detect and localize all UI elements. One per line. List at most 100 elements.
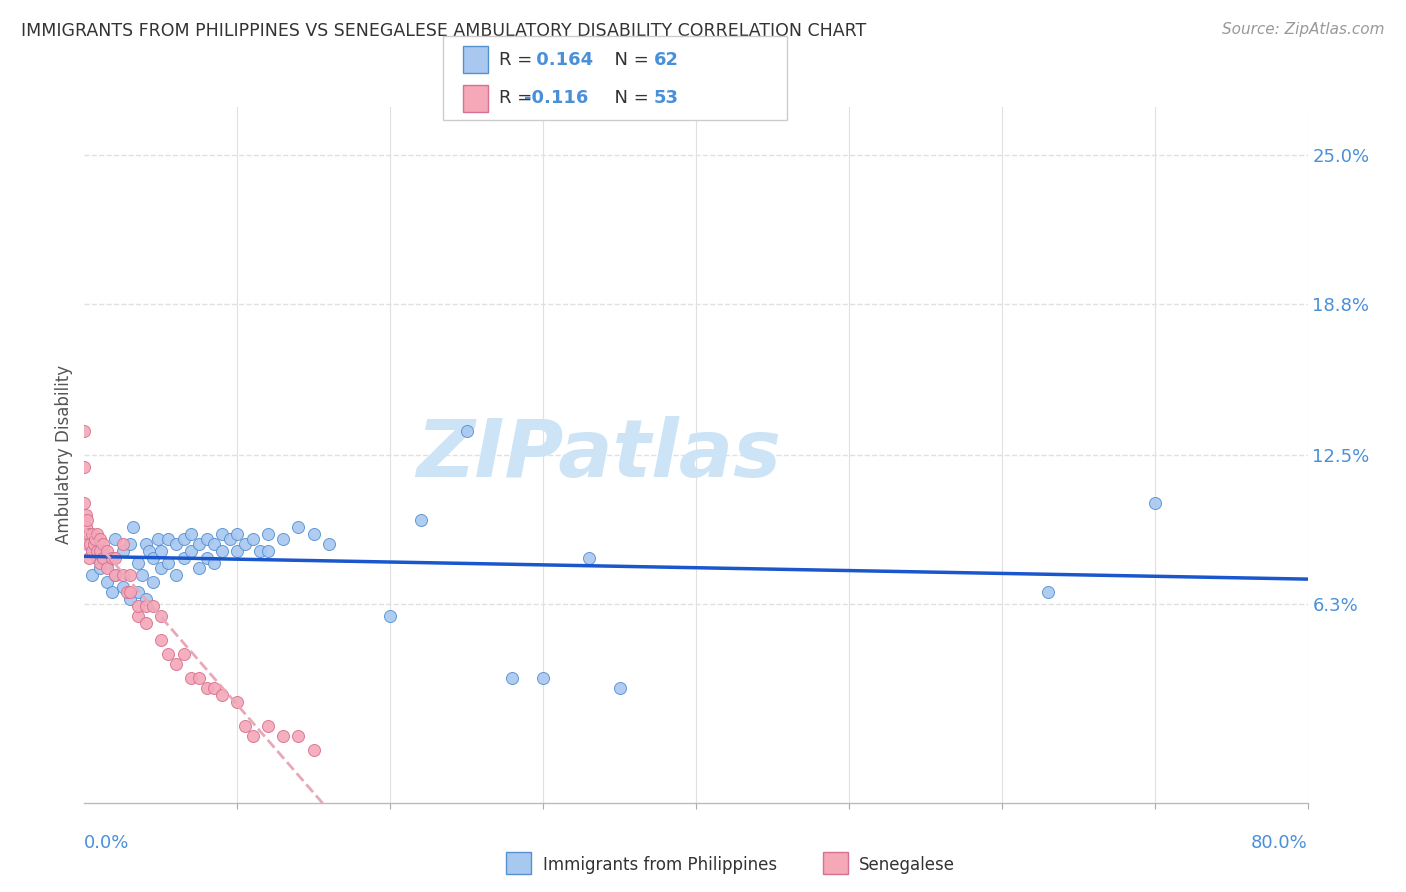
Point [211, 544, 233, 558]
Point [456, 424, 478, 438]
Point [1143, 496, 1166, 510]
Point [249, 544, 271, 558]
Point [257, 719, 280, 733]
Point [180, 671, 202, 685]
Point [271, 729, 294, 743]
Point [318, 537, 340, 551]
Point [180, 544, 202, 558]
Text: N =: N = [603, 89, 655, 107]
Point [127, 599, 149, 613]
Point [96, 575, 118, 590]
Point [89, 560, 111, 574]
Point [226, 527, 249, 541]
Point [202, 537, 225, 551]
Point [409, 513, 432, 527]
Point [195, 551, 218, 566]
Point [180, 527, 202, 541]
Point [233, 719, 256, 733]
Point [75, 520, 97, 534]
Text: 0.164: 0.164 [530, 51, 593, 69]
Point [104, 551, 127, 566]
Point [89, 532, 111, 546]
Text: -0.116: -0.116 [524, 89, 589, 107]
Text: Source: ZipAtlas.com: Source: ZipAtlas.com [1222, 22, 1385, 37]
Point [173, 647, 195, 661]
Point [165, 537, 187, 551]
Point [149, 544, 172, 558]
Text: 0.0%: 0.0% [84, 834, 129, 852]
Point [380, 608, 402, 623]
Point [188, 560, 211, 574]
Text: 62: 62 [654, 51, 679, 69]
Point [127, 584, 149, 599]
Point [142, 575, 165, 590]
Point [135, 537, 157, 551]
Point [104, 567, 127, 582]
Point [120, 567, 142, 582]
Point [188, 671, 211, 685]
Point [202, 556, 225, 570]
Point [1036, 584, 1059, 599]
Point [80, 567, 103, 582]
Point [257, 527, 280, 541]
Point [75, 508, 97, 522]
Text: R =: R = [499, 51, 538, 69]
Point [149, 608, 172, 623]
Point [104, 532, 127, 546]
Point [195, 532, 218, 546]
Text: Senegalese: Senegalese [859, 856, 955, 874]
Text: ZIPatlas: ZIPatlas [416, 416, 780, 494]
Text: IMMIGRANTS FROM PHILIPPINES VS SENEGALESE AMBULATORY DISABILITY CORRELATION CHAR: IMMIGRANTS FROM PHILIPPINES VS SENEGALES… [21, 22, 866, 40]
Point [211, 688, 233, 702]
Point [84, 532, 107, 546]
Point [120, 584, 142, 599]
Point [146, 532, 169, 546]
Point [120, 537, 142, 551]
Point [173, 532, 195, 546]
Point [96, 560, 118, 574]
Text: 80.0%: 80.0% [1251, 834, 1308, 852]
Point [131, 567, 153, 582]
Text: N =: N = [603, 51, 655, 69]
Text: Immigrants from Philippines: Immigrants from Philippines [543, 856, 778, 874]
Point [135, 615, 157, 630]
Point [257, 544, 280, 558]
Point [127, 556, 149, 570]
Point [111, 567, 134, 582]
Point [149, 632, 172, 647]
Point [77, 527, 100, 541]
Point [73, 459, 96, 474]
Point [233, 537, 256, 551]
Point [91, 537, 114, 551]
Point [195, 681, 218, 695]
Point [80, 527, 103, 541]
Point [111, 580, 134, 594]
Point [127, 608, 149, 623]
Point [86, 527, 108, 541]
Y-axis label: Ambulatory Disability: Ambulatory Disability [55, 366, 73, 544]
Point [226, 695, 249, 709]
Point [242, 729, 264, 743]
Point [218, 532, 240, 546]
Point [302, 743, 325, 757]
Point [271, 532, 294, 546]
Point [287, 729, 309, 743]
Point [76, 537, 98, 551]
Point [86, 544, 108, 558]
Point [188, 537, 211, 551]
Point [86, 551, 108, 566]
Point [242, 532, 264, 546]
Point [77, 551, 100, 566]
Point [91, 544, 114, 558]
Point [287, 520, 309, 534]
Point [135, 599, 157, 613]
Point [578, 551, 600, 566]
Point [91, 551, 114, 566]
Point [211, 527, 233, 541]
Point [73, 424, 96, 438]
Point [149, 560, 172, 574]
Point [79, 537, 101, 551]
Point [104, 567, 127, 582]
Point [157, 532, 180, 546]
Point [138, 544, 160, 558]
